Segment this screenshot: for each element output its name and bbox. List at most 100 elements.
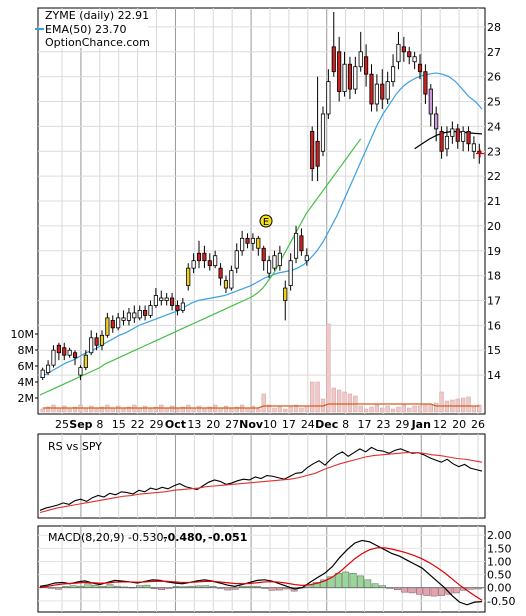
volume-bar [62, 405, 67, 413]
x-tick-label: 20 [452, 418, 466, 431]
candle-body [169, 297, 175, 306]
volume-bar [466, 396, 471, 413]
price-tick-label: 17 [487, 294, 501, 307]
volume-bar [374, 404, 380, 413]
legend-price-series: ZYME (daily) 22.91 [45, 9, 149, 22]
macd-tick-label: 0.00 [487, 582, 512, 595]
volume-bar [299, 407, 304, 413]
candle-body [164, 297, 169, 301]
volume-bar [342, 391, 347, 413]
volume-bar [72, 406, 78, 413]
candle-body [423, 71, 428, 95]
volume-bar [347, 393, 353, 413]
x-tick-label: 29 [150, 418, 164, 431]
x-tick-label: 17 [358, 418, 372, 431]
candle-body [455, 128, 460, 142]
candle-body [62, 347, 67, 356]
volume-average-line [42, 403, 480, 409]
price-overlay-line [39, 72, 483, 379]
x-tick-label: 8 [96, 418, 103, 431]
price-tick-label: 19 [487, 245, 501, 258]
x-tick-label: 13 [187, 418, 201, 431]
macd-histogram-bar [452, 587, 460, 594]
candle-body [143, 310, 148, 316]
volume-bar [180, 406, 185, 413]
macd-histogram-bar [401, 587, 409, 593]
candle-body [374, 83, 379, 105]
volume-bar [266, 404, 272, 413]
candle-body [315, 140, 320, 167]
volume-bar [256, 408, 261, 413]
rs-line [39, 452, 483, 514]
volume-bar [207, 406, 212, 413]
macd-histogram-bar [106, 584, 114, 588]
candle-body [94, 337, 99, 346]
macd-line [39, 547, 483, 601]
macd-histogram-bar [416, 587, 423, 595]
macd-histogram-bar [438, 587, 445, 596]
candle-body [444, 135, 450, 150]
volume-bar [272, 407, 277, 413]
candle-body [310, 130, 315, 170]
candle-body [380, 83, 385, 100]
macd-histogram-bar [334, 573, 342, 588]
x-tick-label: 20 [206, 418, 220, 431]
macd-line [39, 539, 483, 606]
macd-histogram-bar [371, 583, 379, 588]
macd-layer [38, 539, 485, 606]
candle-body [304, 255, 309, 262]
candle-body [110, 319, 115, 329]
legend-rs: RS vs SPY [48, 440, 102, 453]
volume-bar [331, 387, 336, 413]
candle-body [434, 113, 439, 130]
price-tick-label: 16 [487, 319, 501, 332]
volume-bar [116, 405, 121, 413]
macd-histogram-bar [349, 573, 357, 588]
price-tick-label: 15 [487, 344, 501, 357]
candle-body [229, 270, 234, 289]
price-tick-label: 20 [487, 220, 501, 233]
volume-bar [94, 408, 99, 413]
candle-body [401, 46, 406, 53]
volume-bar [417, 405, 423, 413]
candle-body [40, 369, 45, 378]
candle-body [342, 63, 347, 92]
volume-bar [288, 406, 293, 413]
price-tick-label: 21 [487, 195, 501, 208]
volume-bar [234, 406, 239, 413]
volume-bar [40, 408, 45, 413]
macd-panel-frame [37, 525, 486, 613]
volume-bar [385, 405, 390, 413]
volume-bar [369, 406, 374, 413]
volume-layer [40, 323, 482, 413]
price-legend: ZYME (daily) 22.91 EMA(50) 23.70 OptionC… [35, 9, 150, 49]
legend-macd-signal: -0.480, [163, 531, 207, 544]
volume-bar [202, 408, 207, 413]
candle-body [153, 295, 158, 306]
volume-bar [428, 403, 433, 413]
candle-body [51, 349, 56, 366]
x-tick-label: Dec [315, 418, 338, 431]
candle-body [202, 252, 207, 262]
candle-body [137, 310, 142, 319]
volume-bar [358, 405, 363, 413]
candle-body [277, 252, 282, 267]
rs-line [39, 446, 483, 511]
candle-body [337, 51, 342, 92]
candle-body [250, 237, 255, 244]
svg-text:E: E [263, 217, 269, 228]
price-tick-label: 26 [487, 71, 501, 84]
candle-body [288, 260, 293, 286]
x-tick-label: Sep [69, 418, 92, 431]
macd-tick-label: 1.00 [487, 555, 512, 568]
candle-body [196, 252, 202, 262]
candle-body [78, 367, 83, 376]
candle-body [320, 113, 326, 152]
candle-body [267, 260, 272, 274]
volume-bar [261, 393, 266, 413]
candle-body [207, 260, 212, 267]
price-overlay-line [39, 138, 362, 396]
candle-body [67, 349, 72, 356]
volume-bar [315, 381, 320, 413]
x-tick-label: 26 [471, 418, 485, 431]
